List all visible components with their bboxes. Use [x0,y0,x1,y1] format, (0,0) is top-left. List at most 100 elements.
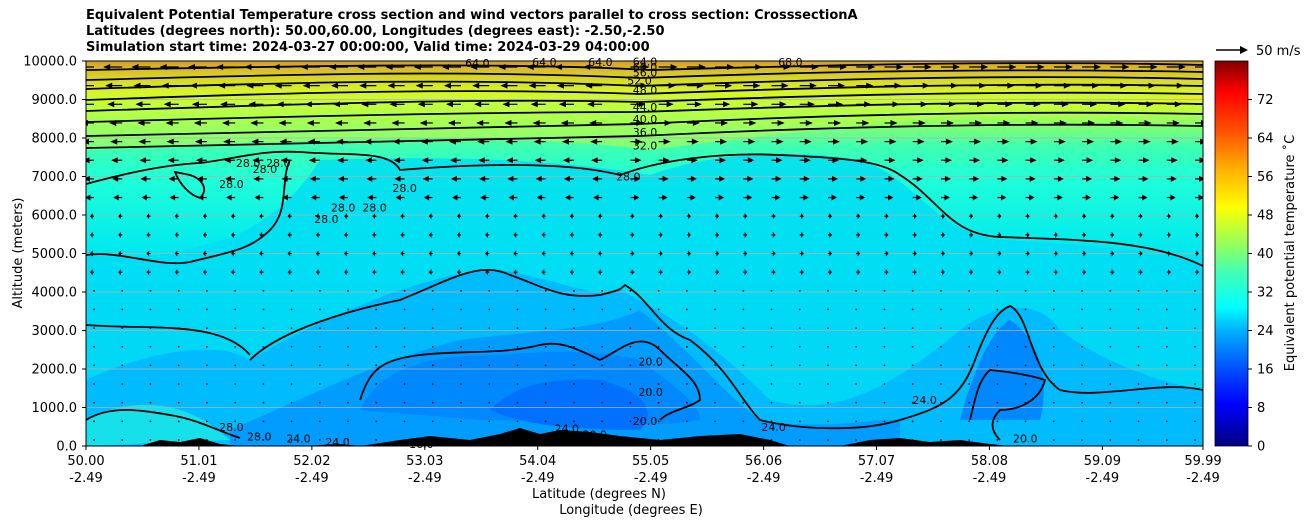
wind-vector-head [279,138,287,145]
wind-vector-head [168,175,175,182]
wind-vector [1194,420,1196,423]
wind-vector-head [569,213,573,220]
wind-vector-head [977,101,985,108]
wind-vector [855,401,858,404]
wind-vector-head [479,175,486,182]
wind-vector-head [428,269,432,276]
wind-vector-head [1083,269,1087,276]
wind-vector-head [513,213,517,220]
wind-vector [714,439,716,441]
wind-vector [911,308,914,311]
wind-vector-head [944,175,951,182]
wind-vector-head [801,269,804,276]
wind-vector-head [1111,213,1115,220]
wind-vector-head [807,101,815,108]
wind-vector-head [422,175,429,182]
wind-vector-head [860,175,867,182]
wind-vector-head [444,82,451,89]
wind-vector-head [716,231,720,238]
wind-vector [544,289,547,292]
wind-vector-head [861,138,869,145]
wind-vector-head [1005,101,1013,108]
wind-vector-head [1090,101,1098,108]
wind-vector [544,308,547,311]
wind-vector [93,327,95,329]
wind-vector-head [165,119,173,126]
wind-vector-head [631,231,635,238]
wind-vector [544,327,547,329]
wind-vector [573,345,575,348]
wind-vector-head [716,213,720,220]
wind-vector-head [970,250,974,257]
wind-vector [883,439,886,441]
wind-vector-head [979,82,987,89]
wind-vector-head [670,64,678,70]
wind-vector [262,364,265,367]
contour-label: 28.0 [616,171,641,184]
wind-vector [375,345,378,348]
wind-vector [318,439,321,441]
wind-vector [262,327,265,329]
wind-vector-head [888,194,894,201]
wind-vector-head [1198,194,1203,201]
wind-vector [883,383,886,385]
wind-vector-head [885,213,889,220]
wind-vector [93,383,95,385]
wind-vector-head [914,269,917,276]
wind-vector [403,364,406,367]
wind-vector-head [394,175,401,182]
wind-vector-head [1092,82,1100,89]
wind-vector-head [329,64,337,70]
wind-vector-head [777,119,785,126]
wind-vector [1165,420,1168,423]
wind-vector [347,383,349,385]
wind-vector [827,420,829,423]
wind-vector-head [392,138,400,145]
wind-vector [1024,401,1027,404]
wind-vector-head [1144,119,1152,126]
wind-vector-head [894,82,902,89]
y-tick-label: 3000.0 [32,324,78,339]
wind-vector-head [569,269,573,276]
wind-vector [234,364,237,367]
wind-vector [911,289,914,292]
wind-vector-head [191,101,199,108]
wind-vector [685,364,688,367]
wind-vector [121,308,124,311]
wind-vector-head [888,157,896,164]
wind-vector-head [304,101,312,108]
wind-vector-head [1199,157,1203,164]
wind-vector [206,289,208,292]
wind-vector [262,420,265,423]
wind-vector-head [1122,64,1130,70]
wind-vector-head [450,157,457,164]
wind-vector-head [666,101,674,108]
wind-vector-head [775,194,781,201]
wind-vector [1081,308,1083,311]
wind-vector [798,420,801,423]
wind-vector-head [86,119,88,126]
wind-vector-head [772,250,776,257]
wind-vector-head [526,64,534,70]
x-tick-label-lon: -2.49 [634,471,668,486]
wind-vector-head [1142,175,1149,182]
wind-vector [714,289,716,292]
wind-vector [940,439,942,441]
wind-vector-head [339,194,345,201]
wind-vector [262,345,265,348]
wind-vector-head [973,175,980,182]
x-axis-label-longitude: Longitude (degrees E) [559,503,703,518]
wind-vector-head [1029,194,1035,201]
gridlines [86,99,1203,408]
wind-vector [968,439,971,441]
wind-vector [234,308,237,311]
wind-vector [234,289,237,292]
wind-vector [968,383,971,385]
wind-vector [1165,308,1168,311]
wind-vector-head [1178,64,1186,70]
wind-vector [206,383,208,385]
wind-vector [460,308,462,311]
wind-vector-head [593,194,599,201]
wind-vector [460,383,462,385]
wind-vector-head [259,250,263,257]
